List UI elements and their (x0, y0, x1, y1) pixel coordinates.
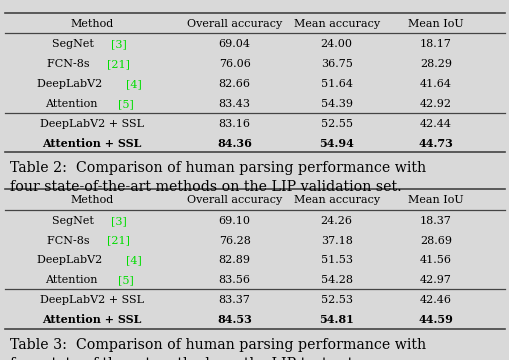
Text: Method: Method (70, 195, 113, 206)
Text: 28.29: 28.29 (419, 59, 451, 69)
Text: 54.81: 54.81 (319, 314, 353, 325)
Text: DeepLabV2: DeepLabV2 (37, 255, 106, 265)
Text: 51.64: 51.64 (320, 79, 352, 89)
Text: 52.53: 52.53 (320, 295, 352, 305)
Text: 54.94: 54.94 (319, 138, 353, 149)
Text: Mean IoU: Mean IoU (407, 195, 463, 206)
Text: [21]: [21] (106, 235, 129, 246)
Text: [5]: [5] (118, 275, 133, 285)
Text: DeepLabV2 + SSL: DeepLabV2 + SSL (40, 295, 144, 305)
Text: Mean IoU: Mean IoU (407, 19, 463, 29)
Text: 83.43: 83.43 (218, 99, 250, 109)
Text: Overall accuracy: Overall accuracy (187, 19, 281, 29)
Text: 18.17: 18.17 (419, 39, 451, 49)
Text: 36.75: 36.75 (320, 59, 352, 69)
Text: 42.46: 42.46 (419, 295, 451, 305)
Text: [4]: [4] (126, 79, 142, 89)
Text: 82.66: 82.66 (218, 79, 250, 89)
Text: 44.73: 44.73 (418, 138, 453, 149)
Text: 83.56: 83.56 (218, 275, 250, 285)
Text: 24.26: 24.26 (320, 216, 352, 226)
Text: 83.37: 83.37 (218, 295, 250, 305)
Text: Method: Method (70, 19, 113, 29)
Text: FCN-8s: FCN-8s (47, 235, 93, 246)
Text: 76.28: 76.28 (218, 235, 250, 246)
Text: Attention + SSL: Attention + SSL (42, 314, 141, 325)
Text: 84.36: 84.36 (217, 138, 251, 149)
Text: Overall accuracy: Overall accuracy (187, 195, 281, 206)
Text: 42.92: 42.92 (419, 99, 451, 109)
Text: 54.39: 54.39 (320, 99, 352, 109)
Text: DeepLabV2 + SSL: DeepLabV2 + SSL (40, 118, 144, 129)
Text: 69.10: 69.10 (218, 216, 250, 226)
Text: Attention: Attention (45, 99, 101, 109)
Text: 84.53: 84.53 (217, 314, 251, 325)
Text: 51.53: 51.53 (320, 255, 352, 265)
Text: DeepLabV2: DeepLabV2 (37, 79, 106, 89)
Text: 76.06: 76.06 (218, 59, 250, 69)
Text: FCN-8s: FCN-8s (47, 59, 93, 69)
Text: Mean accuracy: Mean accuracy (293, 19, 379, 29)
Text: 24.00: 24.00 (320, 39, 352, 49)
Text: SegNet: SegNet (52, 216, 97, 226)
Text: 37.18: 37.18 (320, 235, 352, 246)
Text: SegNet: SegNet (52, 39, 97, 49)
Text: 44.59: 44.59 (418, 314, 453, 325)
Text: 52.55: 52.55 (320, 118, 352, 129)
Text: Attention + SSL: Attention + SSL (42, 138, 141, 149)
Text: Attention: Attention (45, 275, 101, 285)
Text: Table 2:  Comparison of human parsing performance with
four state-of-the-art met: Table 2: Comparison of human parsing per… (10, 161, 426, 194)
Text: Table 3:  Comparison of human parsing performance with
four state-of-the-art met: Table 3: Comparison of human parsing per… (10, 338, 426, 360)
Text: 83.16: 83.16 (218, 118, 250, 129)
Text: 41.56: 41.56 (419, 255, 451, 265)
Text: [3]: [3] (110, 39, 126, 49)
Text: 69.04: 69.04 (218, 39, 250, 49)
Text: 42.44: 42.44 (419, 118, 451, 129)
Text: 41.64: 41.64 (419, 79, 451, 89)
Text: 28.69: 28.69 (419, 235, 451, 246)
Text: 82.89: 82.89 (218, 255, 250, 265)
Text: [21]: [21] (106, 59, 129, 69)
Text: 18.37: 18.37 (419, 216, 451, 226)
Text: [5]: [5] (118, 99, 133, 109)
Text: 42.97: 42.97 (419, 275, 451, 285)
Text: 54.28: 54.28 (320, 275, 352, 285)
Text: Mean accuracy: Mean accuracy (293, 195, 379, 206)
Text: [3]: [3] (110, 216, 126, 226)
Text: [4]: [4] (126, 255, 142, 265)
